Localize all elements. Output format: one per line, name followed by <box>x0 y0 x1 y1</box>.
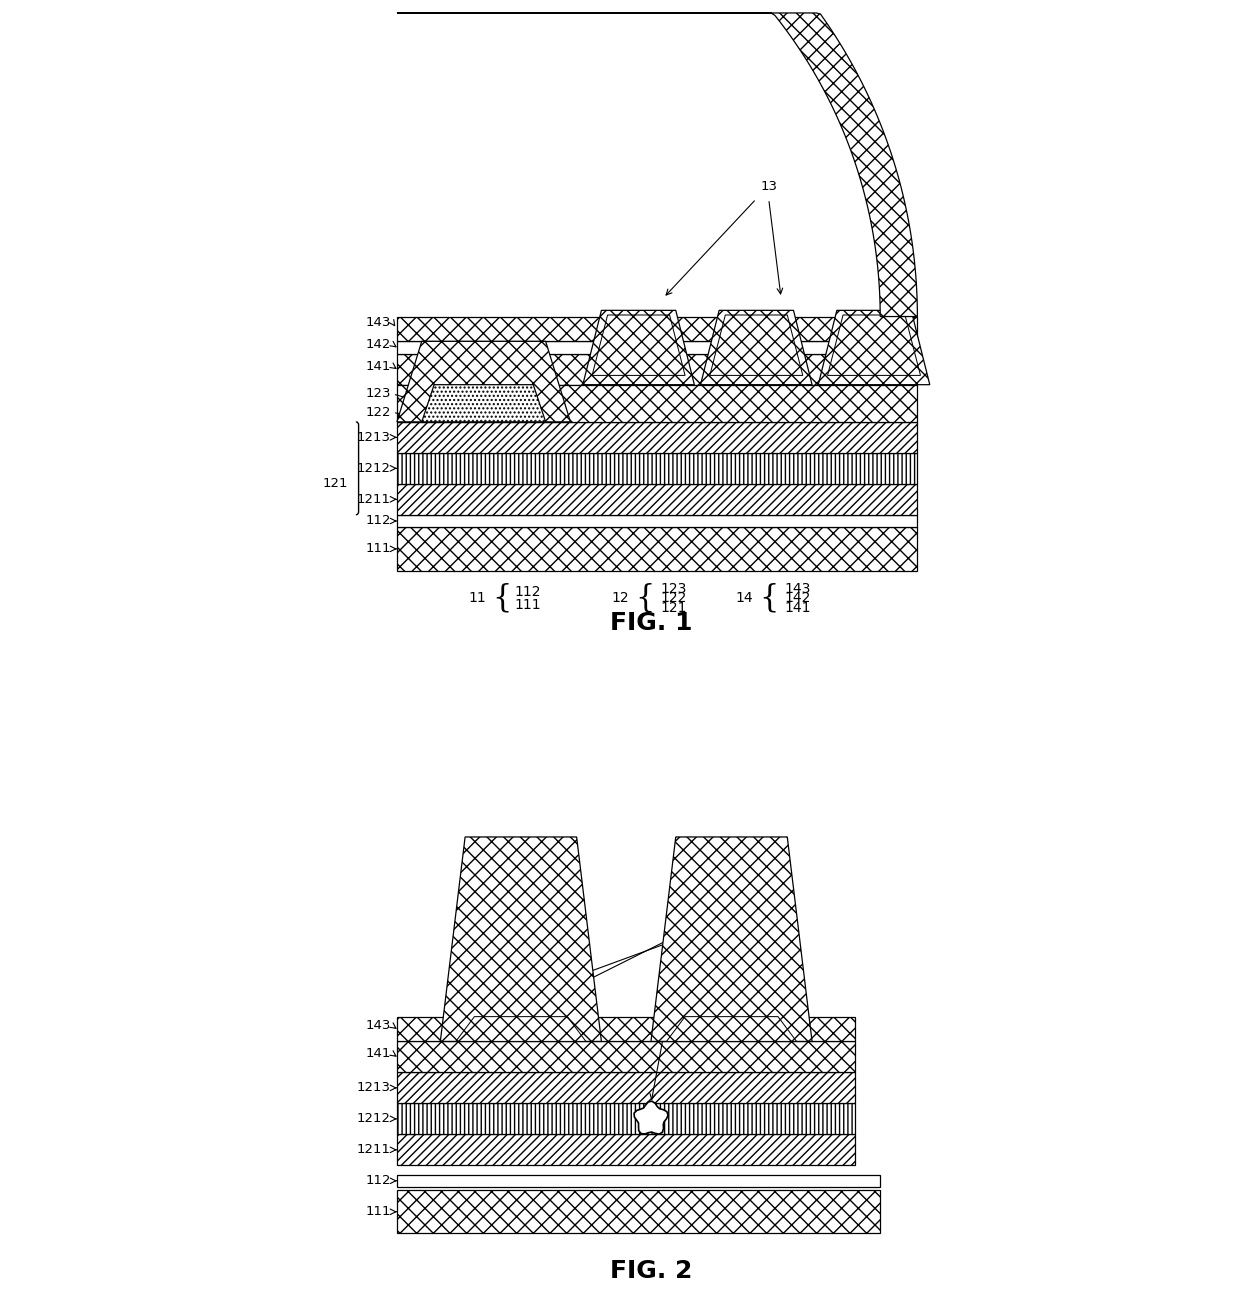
Text: 14: 14 <box>735 591 753 605</box>
Bar <box>397 527 918 570</box>
Bar <box>397 1190 880 1234</box>
Text: 142: 142 <box>366 338 391 351</box>
Text: 111: 111 <box>366 1205 391 1218</box>
Polygon shape <box>440 837 601 1042</box>
Polygon shape <box>422 385 546 422</box>
Polygon shape <box>666 1016 796 1042</box>
Polygon shape <box>397 13 918 316</box>
Text: 201: 201 <box>694 918 719 931</box>
Text: 111: 111 <box>515 597 542 612</box>
Bar <box>397 1134 856 1165</box>
Polygon shape <box>651 837 812 1042</box>
Text: 1212: 1212 <box>357 1112 391 1125</box>
Text: 112: 112 <box>366 515 391 527</box>
Text: 13: 13 <box>760 180 777 193</box>
Text: 143: 143 <box>366 316 391 329</box>
Bar <box>397 1103 856 1134</box>
Text: 1213: 1213 <box>357 1081 391 1094</box>
Text: 141: 141 <box>366 1047 391 1060</box>
Bar <box>397 1042 856 1072</box>
Bar <box>397 354 918 385</box>
Bar <box>397 1072 856 1103</box>
Text: {: { <box>492 583 512 614</box>
Text: 143: 143 <box>366 1020 391 1033</box>
Polygon shape <box>701 310 812 385</box>
Text: 141: 141 <box>784 601 811 614</box>
Text: 1211: 1211 <box>357 492 391 505</box>
Bar <box>397 316 918 341</box>
Bar <box>397 341 918 354</box>
Text: FIG. 1: FIG. 1 <box>610 612 692 635</box>
Text: FIG. 2: FIG. 2 <box>610 1258 692 1283</box>
Text: {: { <box>759 583 779 614</box>
Polygon shape <box>593 315 684 376</box>
Text: 111: 111 <box>366 542 391 556</box>
Polygon shape <box>818 310 930 385</box>
Text: 1211: 1211 <box>357 1143 391 1156</box>
Text: 141: 141 <box>366 359 391 373</box>
Bar <box>397 515 918 527</box>
Text: {: { <box>635 583 655 614</box>
Text: 142: 142 <box>784 591 811 605</box>
Bar <box>397 385 918 422</box>
Text: 143: 143 <box>784 582 811 596</box>
Polygon shape <box>827 315 920 376</box>
Text: 123: 123 <box>660 582 687 596</box>
Text: 121: 121 <box>660 601 687 614</box>
Bar <box>397 483 918 515</box>
Text: 122: 122 <box>366 406 391 419</box>
Bar <box>397 422 918 452</box>
Polygon shape <box>583 310 694 385</box>
Text: 1212: 1212 <box>357 461 391 474</box>
Bar <box>397 1016 856 1042</box>
Text: 112: 112 <box>366 1174 391 1187</box>
Polygon shape <box>456 1016 587 1042</box>
Polygon shape <box>634 1102 668 1134</box>
Bar <box>397 452 918 483</box>
Text: 11: 11 <box>469 591 486 605</box>
Text: 121: 121 <box>322 477 347 490</box>
Text: 112: 112 <box>515 586 541 599</box>
Text: 12: 12 <box>611 591 629 605</box>
Bar <box>397 1174 880 1187</box>
Text: 122: 122 <box>660 591 687 605</box>
Text: 123: 123 <box>366 388 391 400</box>
Polygon shape <box>709 315 802 376</box>
Polygon shape <box>397 341 570 422</box>
Text: 1213: 1213 <box>357 430 391 443</box>
